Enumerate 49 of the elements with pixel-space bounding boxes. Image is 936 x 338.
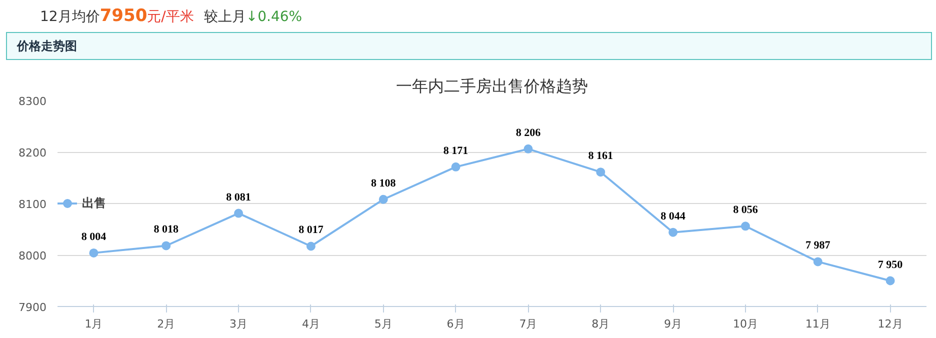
y-tick-label: 8100 bbox=[18, 198, 47, 211]
data-label: 8 056 bbox=[733, 204, 758, 216]
x-tick-label: 9月 bbox=[664, 318, 682, 330]
point bbox=[306, 242, 316, 251]
text: 7950 bbox=[100, 6, 148, 26]
text: 价格走势图 bbox=[17, 38, 77, 55]
point bbox=[524, 144, 533, 154]
x-tick-label: 11月 bbox=[805, 318, 830, 330]
point bbox=[378, 194, 388, 204]
point bbox=[234, 208, 244, 218]
x-tick-label: 2月 bbox=[157, 318, 176, 330]
x-tick-label: 5月 bbox=[374, 318, 392, 330]
x-tick-label: 3月 bbox=[230, 318, 248, 330]
data-label: 8 206 bbox=[516, 126, 542, 139]
point bbox=[89, 248, 98, 258]
data-label: 8 161 bbox=[588, 150, 613, 162]
x-tick-label: 1月 bbox=[84, 318, 103, 330]
x-tick-label: 6月 bbox=[446, 318, 465, 330]
text: 元/平米 bbox=[147, 9, 194, 25]
x-tick-label: 4月 bbox=[302, 318, 320, 330]
point bbox=[596, 168, 606, 177]
text: 12月均价 bbox=[40, 9, 100, 25]
y-tick-label: 8300 bbox=[18, 95, 47, 108]
point bbox=[668, 228, 678, 237]
text: ↓0.46% bbox=[246, 9, 302, 25]
x-tick-label: 10月 bbox=[732, 318, 758, 330]
y-tick-label: 8200 bbox=[18, 146, 47, 160]
data-label: 8 044 bbox=[660, 210, 686, 222]
y-tick-label: 7900 bbox=[18, 301, 47, 314]
x-tick-label: 7月 bbox=[519, 318, 538, 330]
point bbox=[162, 241, 171, 250]
data-label: 7 950 bbox=[878, 258, 904, 271]
data-label: 8 017 bbox=[298, 224, 324, 236]
data-label: 8 004 bbox=[81, 230, 107, 243]
chart-title: 一年内二手房出售价格趋势 bbox=[396, 76, 588, 96]
point bbox=[451, 162, 460, 172]
data-label: 8 018 bbox=[154, 224, 179, 236]
y-tick-label: 8000 bbox=[18, 250, 47, 262]
x-tick-label: 8月 bbox=[592, 318, 610, 330]
x-tick-label: 12月 bbox=[878, 318, 903, 330]
data-label: 8 081 bbox=[226, 191, 251, 204]
point bbox=[813, 257, 822, 266]
data-label: 8 108 bbox=[371, 177, 396, 190]
data-label: 7 987 bbox=[806, 240, 831, 252]
point bbox=[740, 222, 750, 231]
data-label: 8 171 bbox=[443, 144, 468, 157]
legend-label: 出售 bbox=[82, 194, 106, 212]
text: 较上月 bbox=[204, 9, 246, 25]
point bbox=[886, 276, 895, 286]
